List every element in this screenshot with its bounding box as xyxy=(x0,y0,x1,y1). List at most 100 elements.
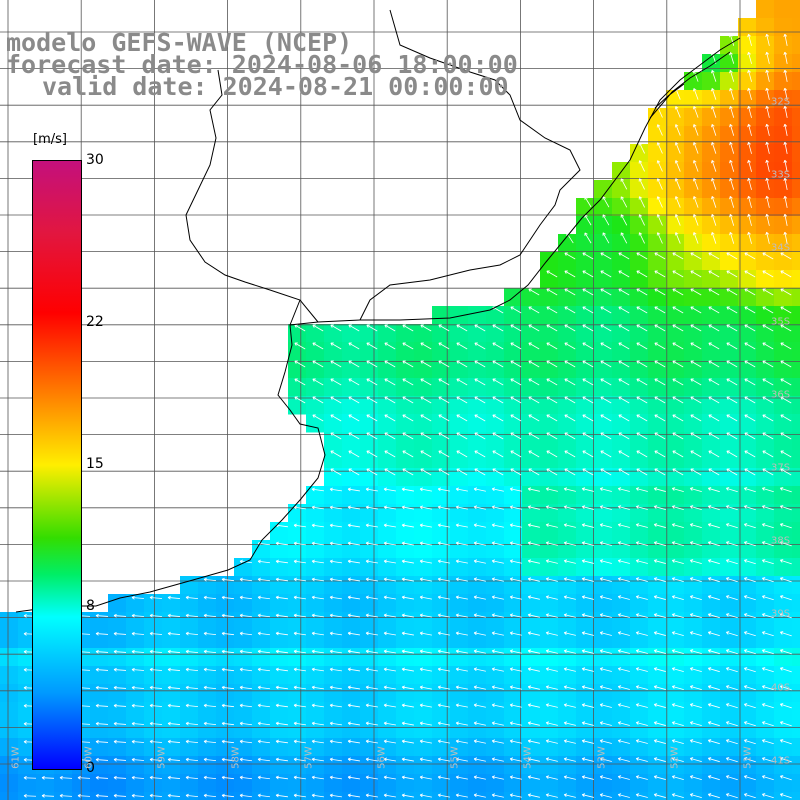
wind-arrow xyxy=(419,505,432,510)
wind-arrow xyxy=(438,468,450,476)
wind-arrow xyxy=(167,793,181,798)
wind-arrow xyxy=(761,703,774,709)
wind-arrow xyxy=(492,342,504,350)
wind-arrow xyxy=(761,613,774,619)
wind-arrow xyxy=(239,757,253,762)
wind-arrow xyxy=(473,739,486,744)
wind-speed-cell xyxy=(0,756,19,775)
wind-arrow xyxy=(582,324,594,332)
wind-arrow xyxy=(729,123,735,136)
wind-arrow xyxy=(711,70,717,82)
wind-arrow xyxy=(761,523,774,529)
wind-arrow xyxy=(402,414,414,422)
wind-arrow xyxy=(437,703,450,708)
wind-arrow xyxy=(384,414,396,422)
wind-arrow xyxy=(257,613,271,618)
longitude-label: 61W xyxy=(10,746,22,769)
wind-arrow xyxy=(366,432,378,440)
wind-speed-cell xyxy=(396,486,415,505)
wind-arrow xyxy=(365,631,378,636)
wind-arrow xyxy=(275,559,289,564)
wind-arrow xyxy=(131,667,145,672)
wind-arrow xyxy=(707,541,720,547)
wind-speed-cell xyxy=(234,630,253,649)
wind-arrow xyxy=(365,793,378,798)
wind-speed-cell xyxy=(414,648,433,667)
wind-speed-cell xyxy=(414,792,433,800)
wind-speed-cell xyxy=(360,630,379,649)
wind-arrow xyxy=(347,559,360,564)
wind-arrow xyxy=(474,324,486,332)
wind-arrow xyxy=(437,523,450,528)
wind-arrow xyxy=(564,450,576,458)
wind-arrow xyxy=(581,685,594,690)
wind-speed-cell xyxy=(450,594,469,613)
wind-arrow xyxy=(455,757,468,762)
wind-arrow xyxy=(600,288,612,296)
wind-arrow xyxy=(348,360,360,368)
wind-speed-cell xyxy=(378,792,397,800)
wind-arrow xyxy=(348,414,360,422)
wind-speed-cell xyxy=(342,504,361,523)
wind-arrow xyxy=(671,577,684,582)
wind-arrow xyxy=(747,195,752,208)
wind-speed-cell xyxy=(288,648,307,667)
wind-speed-cell xyxy=(252,648,271,667)
wind-speed-cell xyxy=(630,630,649,649)
wind-speed-cell xyxy=(630,540,649,559)
wind-speed-cell xyxy=(324,540,343,559)
wind-arrow xyxy=(510,414,522,422)
wind-arrow xyxy=(617,721,630,726)
wind-arrow xyxy=(329,595,342,600)
wind-arrow xyxy=(473,757,486,762)
wind-speed-cell xyxy=(684,504,703,523)
wind-speed-cell xyxy=(702,792,721,800)
wind-arrow xyxy=(131,739,145,744)
wind-arrow xyxy=(617,649,630,654)
wind-arrow xyxy=(602,232,610,244)
wind-arrow xyxy=(527,793,540,798)
wind-speed-cell xyxy=(792,792,800,800)
wind-speed-cell xyxy=(702,738,721,757)
wind-arrow xyxy=(455,523,468,528)
wind-speed-cell xyxy=(522,792,541,800)
wind-arrow xyxy=(474,450,486,458)
wind-arrow xyxy=(167,613,181,618)
wind-speed-cell xyxy=(630,756,649,775)
wind-speed-cell xyxy=(576,594,595,613)
wind-speed-cell xyxy=(594,576,613,595)
wind-arrow xyxy=(365,649,378,654)
wind-arrow xyxy=(725,721,738,727)
wind-arrow xyxy=(689,775,702,781)
wind-arrow xyxy=(690,450,702,458)
wind-arrow xyxy=(473,559,486,564)
wind-speed-cell xyxy=(792,594,800,613)
wind-arrow xyxy=(509,577,522,582)
wind-arrow xyxy=(311,523,324,528)
wind-arrow xyxy=(420,414,432,422)
wind-arrow xyxy=(185,721,199,726)
wind-speed-cell xyxy=(306,684,325,703)
wind-speed-cell xyxy=(486,720,505,739)
wind-speed-cell xyxy=(252,684,271,703)
wind-arrow xyxy=(743,595,756,601)
longitude-label: 55W xyxy=(449,746,461,769)
wind-arrow xyxy=(311,631,324,636)
wind-arrow xyxy=(311,577,324,582)
wind-speed-cell xyxy=(702,576,721,595)
wind-arrow xyxy=(293,757,306,762)
wind-arrow xyxy=(474,342,486,350)
wind-arrow xyxy=(527,505,540,510)
wind-arrow xyxy=(635,757,648,762)
wind-arrow xyxy=(744,288,756,296)
wind-arrow xyxy=(674,142,681,154)
wind-speed-cell xyxy=(522,558,541,577)
wind-arrow xyxy=(492,324,504,332)
wind-arrow xyxy=(420,450,432,458)
wind-arrow xyxy=(420,432,432,440)
wind-arrow xyxy=(765,177,770,190)
wind-speed-cell xyxy=(612,486,631,505)
wind-speed-cell xyxy=(540,522,559,541)
wind-arrow xyxy=(311,793,324,798)
wind-arrow xyxy=(527,721,540,726)
